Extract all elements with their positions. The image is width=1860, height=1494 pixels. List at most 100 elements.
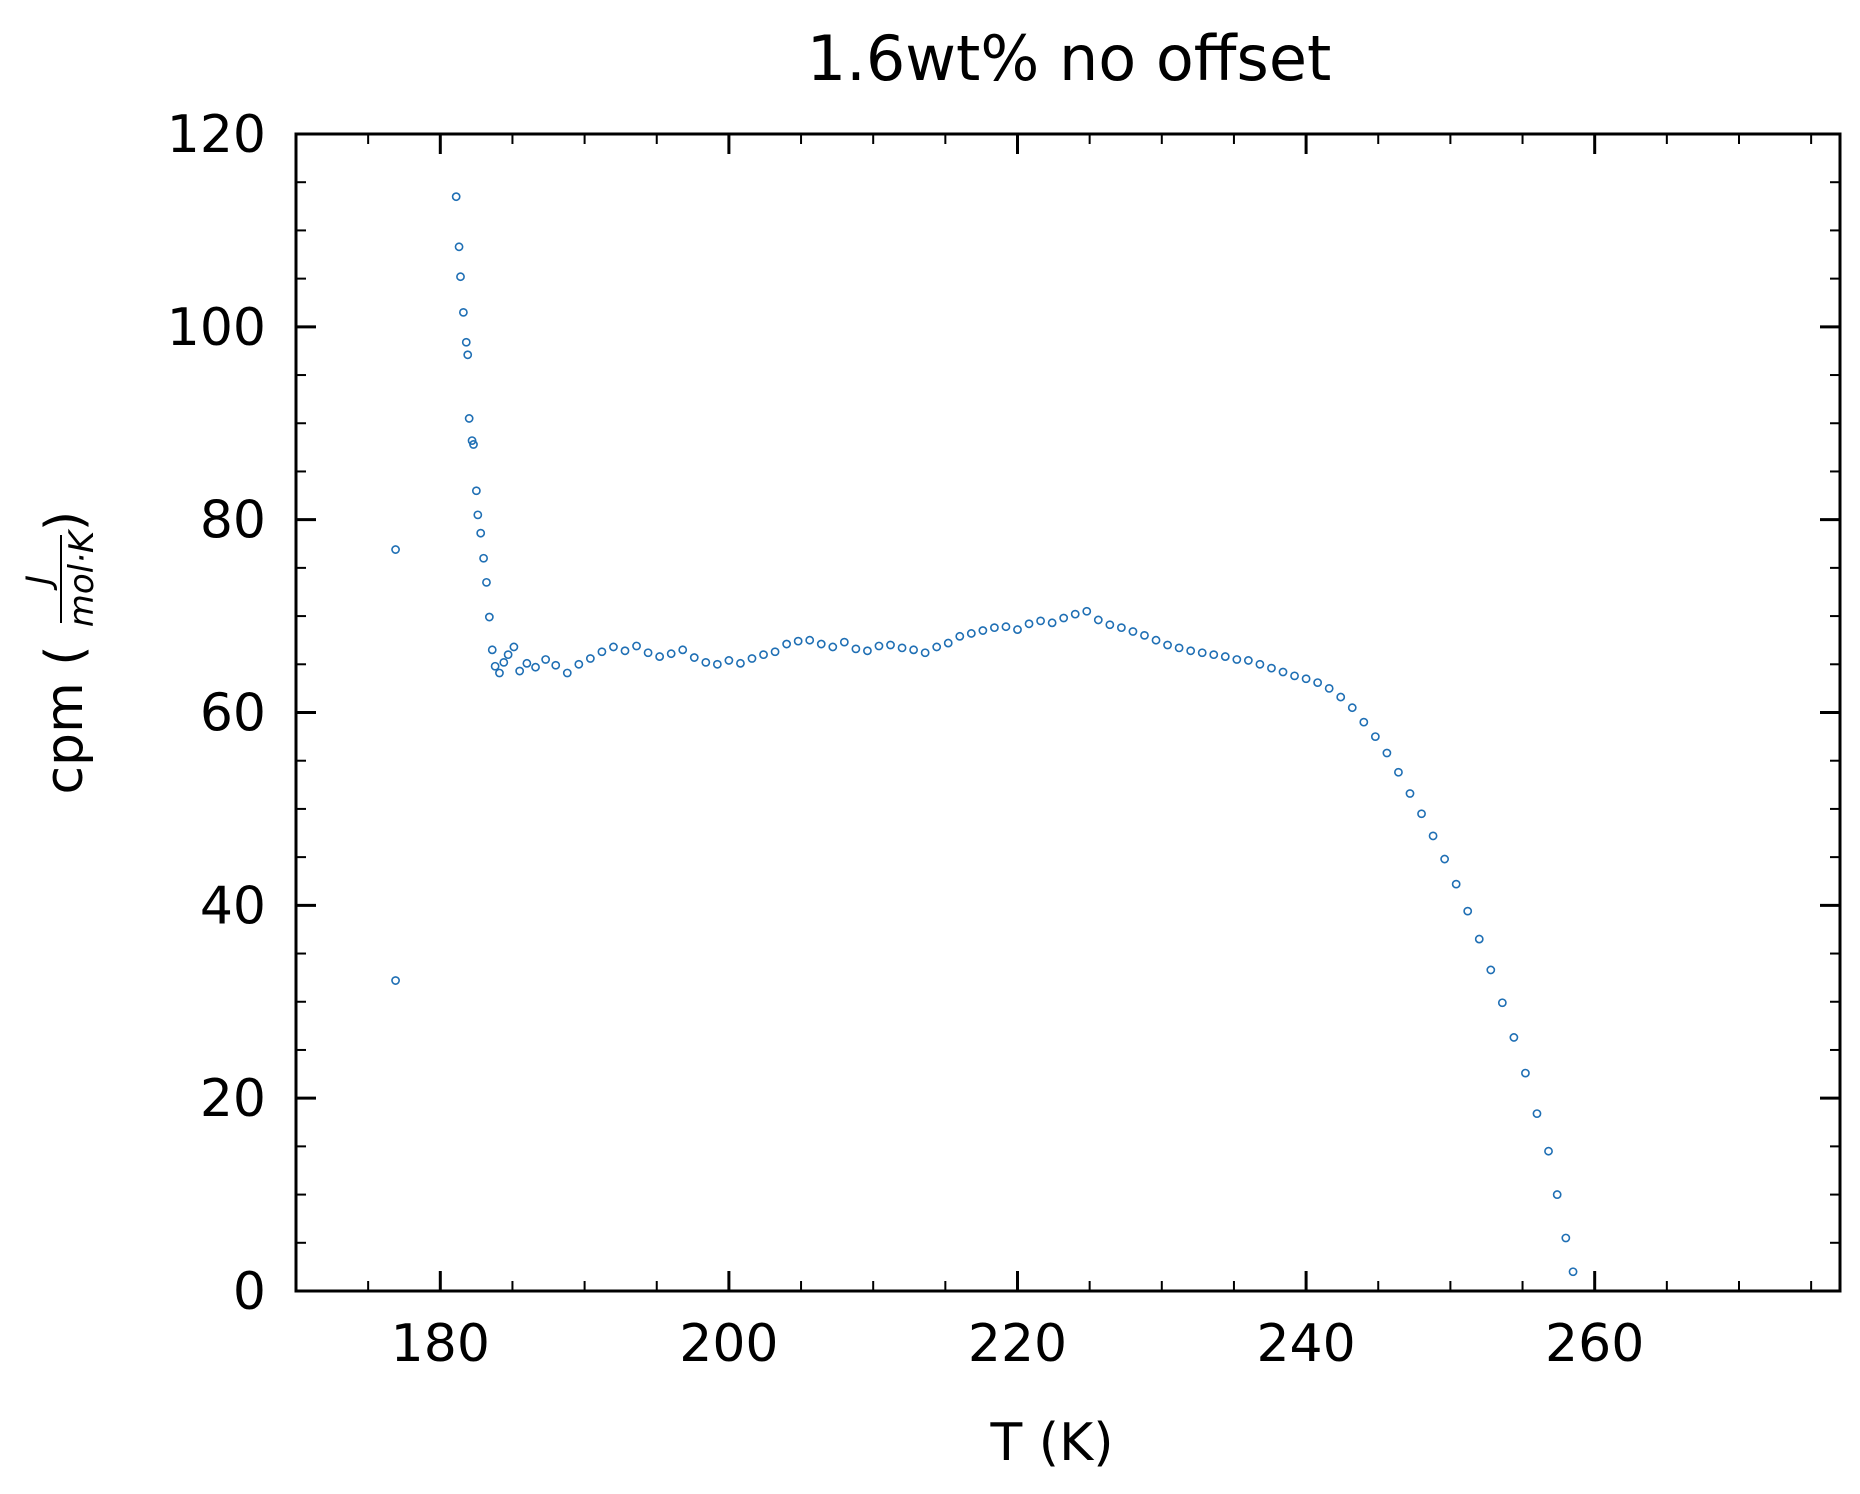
y-tick-label: 100 (167, 298, 266, 358)
data-point (454, 242, 464, 252)
data-point (1290, 671, 1299, 681)
data-point (490, 661, 500, 671)
data-point (1347, 703, 1357, 713)
y-tick-label: 20 (200, 1069, 266, 1129)
data-point (1093, 615, 1103, 625)
x-tick-label: 260 (1545, 1314, 1644, 1374)
data-point (909, 645, 918, 655)
y-tick-label: 80 (200, 491, 266, 551)
y-tick-label: 60 (200, 684, 266, 744)
data-point (391, 976, 400, 985)
data-point (1486, 965, 1496, 975)
data-point (643, 648, 653, 658)
data-point (678, 645, 688, 655)
data-point (499, 657, 509, 667)
x-tick-label: 240 (1256, 1314, 1355, 1374)
plot-area (294, 132, 1842, 1293)
data-point (515, 666, 525, 676)
data-point (897, 643, 907, 653)
x-axis-label: T (K) (990, 1413, 1114, 1473)
data-point (1568, 1267, 1578, 1277)
data-point (1013, 625, 1022, 634)
data-point (487, 645, 497, 655)
data-point (1174, 643, 1184, 653)
data-point (724, 656, 734, 665)
data-point (1532, 1109, 1542, 1118)
data-point (456, 272, 465, 282)
data-point (736, 658, 745, 668)
data-point (932, 642, 942, 652)
data-point (793, 636, 803, 646)
data-point (886, 640, 895, 650)
y-tick-labels: 0 20 40 60 80 100 120 (167, 105, 266, 1322)
data-point (689, 653, 699, 662)
data-point (1070, 609, 1080, 619)
data-point (816, 639, 826, 649)
data-point (1151, 635, 1161, 645)
data-point (839, 637, 849, 647)
y-axis-label-prefix: cpm ( (35, 645, 95, 794)
data-point (1497, 998, 1507, 1008)
data-point (1116, 623, 1126, 633)
data-point (1047, 618, 1057, 628)
data-point (1544, 1146, 1553, 1156)
data-point (1474, 934, 1484, 944)
data-point (1024, 619, 1034, 629)
data-point (391, 545, 400, 554)
data-point (1451, 879, 1461, 889)
data-point (463, 350, 473, 360)
data-point (1105, 620, 1115, 630)
y-tick-label: 40 (200, 876, 266, 936)
data-point (770, 647, 780, 657)
data-point (1128, 627, 1138, 636)
data-point (476, 528, 486, 538)
data-point (655, 652, 665, 661)
x-tick-label: 200 (679, 1314, 778, 1374)
data-point (1163, 640, 1172, 650)
data-point (609, 642, 618, 652)
data-point (863, 646, 872, 656)
y-axis-label-suffix: ) (35, 511, 95, 531)
data-point (920, 648, 930, 658)
data-point (1001, 622, 1011, 632)
data-point (1521, 1068, 1530, 1078)
data-point (1036, 616, 1045, 626)
chart-title: 1.6wt% no offset (807, 22, 1332, 95)
data-point (479, 553, 488, 563)
data-point (473, 510, 483, 520)
data-point (978, 626, 988, 635)
data-point (943, 638, 953, 648)
data-point (1405, 789, 1415, 798)
y-axis-label-denominator: mol·K (62, 528, 102, 627)
data-point (484, 612, 494, 622)
data-point (531, 662, 540, 672)
data-point (1243, 656, 1253, 665)
data-point (990, 623, 999, 633)
axis-ticks (295, 132, 1840, 1293)
data-point (495, 668, 504, 678)
data-point (1440, 854, 1450, 864)
data-point (1359, 717, 1369, 727)
data-point (805, 635, 815, 645)
data-point (1394, 767, 1403, 777)
data-point (1336, 692, 1346, 702)
data-point (503, 650, 513, 660)
data-point (1232, 655, 1242, 664)
data-point (747, 654, 757, 663)
data-point (509, 642, 519, 652)
data-point (966, 629, 976, 638)
y-axis-label: cpm ( J mol·K ) (19, 511, 102, 795)
data-point (1255, 659, 1265, 669)
data-points (391, 192, 1578, 1277)
data-point (471, 486, 481, 496)
data-point (458, 307, 468, 317)
data-point (469, 440, 478, 449)
data-point (585, 654, 595, 663)
data-point (1082, 606, 1092, 616)
data-point (562, 668, 572, 678)
data-point (1417, 809, 1426, 819)
data-point (541, 655, 551, 664)
data-point (467, 436, 477, 446)
